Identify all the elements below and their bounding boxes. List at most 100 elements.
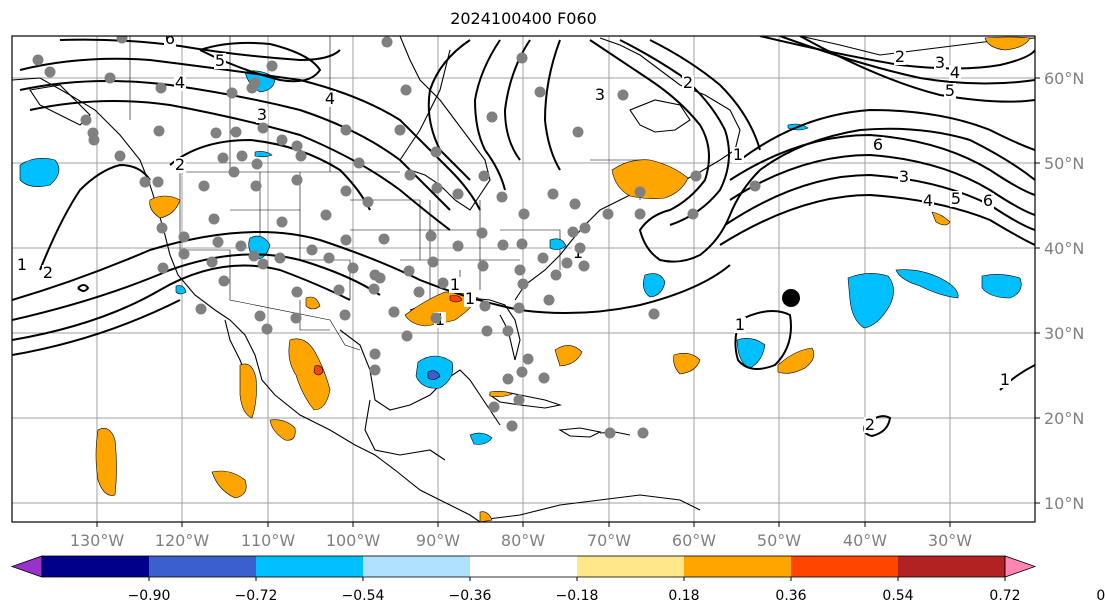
colorbar-segment [684,556,792,577]
colorbar-tick-label: −0.90 [128,588,171,604]
station-dot [477,260,489,272]
colorbar-tick-label: 0.18 [668,588,699,604]
station-dot [156,222,168,234]
station-dot [425,230,437,242]
station-dot [320,209,332,221]
station-dot [198,180,210,192]
colorbar-segment [470,556,578,577]
colorbar-segment [577,556,685,577]
colorbar-segment [149,556,257,577]
contour-label: 1 [733,145,743,164]
station-dot [381,36,393,48]
station-dot [230,126,242,138]
station-dot [687,208,699,220]
station-dot [506,420,518,432]
station-dot [208,213,220,225]
station-dot [178,248,190,260]
station-dot [567,226,579,238]
colorbar: −0.90 −0.72 −0.54 −0.36 −0.18 0.18 0.36 0.54 0.7… [10,555,1105,604]
station-dot [513,394,525,406]
lat-tick-label: 20°N [1044,409,1084,428]
station-dot [217,152,229,164]
colorbar-segment [42,556,150,577]
station-dot [378,233,390,245]
station-dot [32,54,44,66]
lon-tick-label: 130°W [70,531,125,550]
station-dot [537,252,549,264]
station-dot [578,260,590,272]
station-dot [228,166,240,178]
station-dot [291,174,303,186]
contour-label: 2 [43,263,53,282]
contour-label: 4 [923,191,933,210]
station-dot [374,272,386,284]
station-dot [513,302,525,314]
station-dot [261,323,273,335]
station-dot [502,325,514,337]
colorbar-extend-min [10,555,43,578]
station-dot [516,238,528,250]
station-dot [602,208,614,220]
station-dot [431,182,443,194]
station-dot [516,52,528,64]
station-dot [516,366,528,378]
colorbar-tick-label: −0.54 [342,588,385,604]
station-dot [250,180,262,192]
latitude-axis: 60°N 50°N 40°N 30°N 20°N 10°N [1035,69,1084,513]
shaded-areas [19,36,1031,522]
station-dot [634,186,646,198]
station-dot [254,310,266,322]
colorbar-tick-label: 0.36 [775,588,806,604]
station-dot [437,277,449,289]
lat-tick-label: 40°N [1044,239,1084,258]
station-dot [478,170,490,182]
station-dot [561,257,573,269]
lon-tick-label: 100°W [326,531,381,550]
station-dot [518,208,530,220]
contour-label: 6 [165,29,175,48]
contour-label: 6 [873,135,883,154]
lon-tick-label: 120°W [155,531,210,550]
station-dot [394,124,406,136]
station-dot [274,252,286,264]
lon-tick-label: 90°W [416,531,460,550]
colorbar-segment [791,556,899,577]
station-dot [481,325,493,337]
station-dot [340,124,352,136]
station-dot [579,222,591,234]
map-title: 2024100400 F060 [450,9,597,28]
station-dot [369,348,381,360]
colorbar-tick-label: 0.54 [882,588,913,604]
station-dot [648,308,660,320]
station-dot [569,198,581,210]
station-dot [104,72,116,84]
contour-label: 4 [175,73,185,92]
colorbar-tick-label: −0.72 [235,588,278,604]
contour-label: 5 [945,81,955,100]
station-dot [290,312,302,324]
station-dot [486,111,498,123]
station-dot [206,256,218,268]
station-dot [139,176,151,188]
station-dot [116,36,128,44]
station-dot [88,134,100,146]
station-dot [637,427,649,439]
station-dot [488,401,500,413]
contour-label: 5 [951,189,961,208]
station-dot [276,134,288,146]
station-dot [249,77,261,89]
colorbar-segment [898,556,1006,577]
station-dot [502,373,514,385]
station-dot [496,191,508,203]
station-dot [403,265,415,277]
station-dot [323,252,335,264]
station-dot [550,269,562,281]
lon-tick-label: 60°W [672,531,716,550]
contour-label: 4 [325,89,335,108]
lon-tick-label: 30°W [928,531,972,550]
lon-tick-label: 80°W [501,531,545,550]
longitude-axis: 130°W 120°W 110°W 100°W 90°W 80°W 70°W 60°W 50°W… [70,522,972,550]
station-dot [333,284,345,296]
lon-tick-label: 110°W [241,531,296,550]
